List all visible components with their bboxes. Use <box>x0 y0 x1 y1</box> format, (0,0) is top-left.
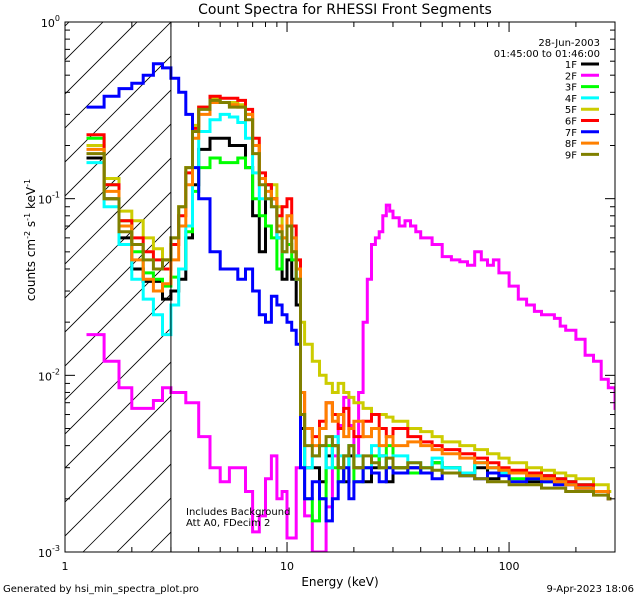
y-axis-label: counts cm-2 s-1 keV-1 <box>23 179 38 301</box>
y-axis: 100 10-1 10-2 10-3 <box>38 14 615 560</box>
x-tick-label: 10 <box>280 560 294 573</box>
hatch-line <box>65 429 171 537</box>
legend-label: 8F <box>565 139 577 150</box>
legend-label: 6F <box>565 117 577 128</box>
series-line-8F <box>86 101 612 501</box>
x-tick-label: 1 <box>62 560 69 573</box>
legend-label: 1F <box>565 60 577 71</box>
series-lines <box>86 62 615 552</box>
shaded-region <box>65 22 171 552</box>
legend-label: 2F <box>565 71 577 82</box>
series-line-2F <box>86 203 615 552</box>
hatch-line <box>65 123 171 231</box>
hatch-line <box>65 22 171 129</box>
legend-label: 9F <box>565 150 577 161</box>
legend-label: 3F <box>565 83 577 94</box>
legend-label: 7F <box>565 128 577 139</box>
hatch-line <box>65 225 171 333</box>
series-line-1F <box>86 136 612 501</box>
plot-frame <box>64 21 616 553</box>
x-axis: 1 10 100 <box>62 22 616 573</box>
info-line: 01:45:00 to 01:46:00 <box>494 49 600 60</box>
x-axis-label: Energy (keV) <box>301 575 378 589</box>
hatch-line <box>65 55 171 163</box>
series-line-7F <box>86 62 612 523</box>
y-tick-label: 100 <box>41 14 60 30</box>
legend-label: 4F <box>565 94 577 105</box>
x-tick-label: 100 <box>499 560 520 573</box>
hatch-line <box>65 22 138 95</box>
series-line-4F <box>86 112 612 501</box>
hatch-line <box>65 191 171 299</box>
hatch-line <box>65 22 104 61</box>
series-line-6F <box>86 94 612 501</box>
hatch-line <box>65 395 171 503</box>
y-tick-label: 10-2 <box>38 367 60 383</box>
footer-generated: Generated by hsi_min_spectra_plot.pro <box>3 584 199 595</box>
y-tick-label: 10-1 <box>38 191 60 207</box>
info-line: 28-Jun-2003 <box>538 38 600 49</box>
annotation-text: Att A0, FDecim 2 <box>186 518 270 529</box>
annotation-text: Includes Background <box>186 507 290 518</box>
y-tick-label: 10-3 <box>38 544 60 560</box>
legend-label: 5F <box>565 105 577 116</box>
hatch-line <box>65 361 171 469</box>
series-line-9F <box>86 98 612 501</box>
footer-date: 9-Apr-2023 18:06 <box>546 584 634 595</box>
hatch-line <box>65 259 171 367</box>
hatch-line <box>65 22 70 27</box>
chart-title: Count Spectra for RHESSI Front Segments <box>198 2 492 18</box>
